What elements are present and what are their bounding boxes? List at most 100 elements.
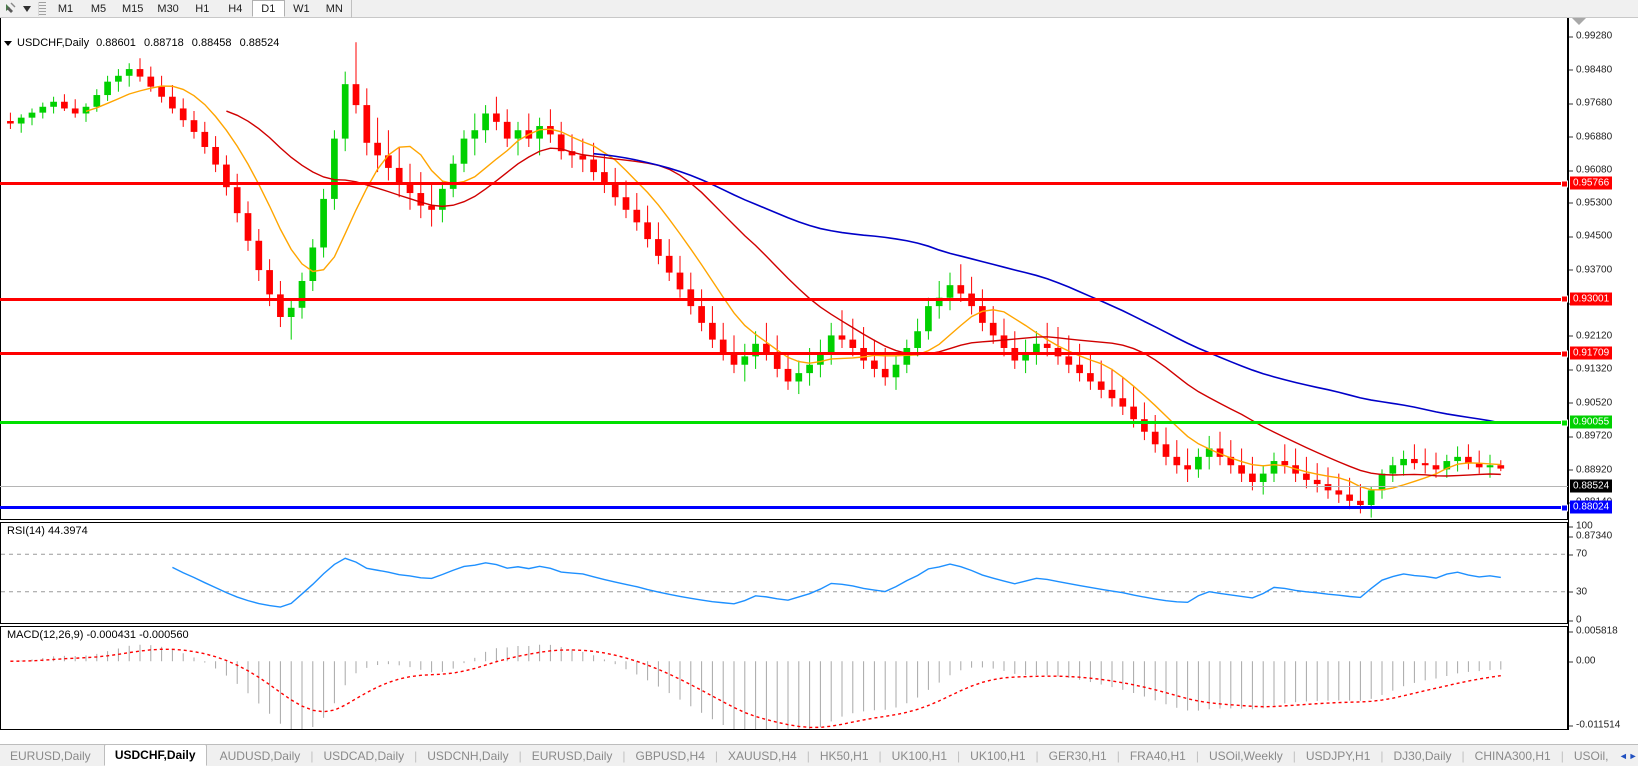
price-tick-6: 0.94500 [1569, 231, 1612, 242]
price-badge-0.90055[interactable]: 0.90055 [1570, 415, 1613, 429]
chart-tab-usdjpy-h1[interactable]: USDJPY,H1 [1305, 748, 1371, 763]
timeframe-d1[interactable]: D1 [251, 0, 285, 17]
price-tick-1: 0.98480 [1569, 64, 1612, 75]
chart-tab-audusd-daily[interactable]: AUDUSD,Daily [219, 748, 301, 763]
price-tick-3: 0.96880 [1569, 131, 1612, 142]
level-line-resistance-0[interactable] [0, 180, 1568, 188]
chart-symbol-header[interactable]: USDCHF,Daily 0.88601 0.88718 0.88458 0.8… [0, 36, 284, 50]
price-tick-7: 0.93700 [1569, 264, 1612, 275]
level-line-last-price-4[interactable] [0, 486, 1568, 488]
tab-scroll-next-icon[interactable]: ► [1628, 750, 1638, 761]
macd-canvas [10, 644, 1502, 729]
tab-separator: | [1116, 749, 1120, 763]
tab-separator: | [414, 749, 418, 763]
tab-separator: | [622, 749, 626, 763]
chart-tab-uk100-h1[interactable]: UK100,H1 [970, 748, 1026, 763]
tab-separator: | [1195, 749, 1199, 763]
toolbar-grip[interactable] [38, 1, 46, 16]
timeframe-group: M1 M5 M15 M30 H1 H4 D1 W1 MN [49, 0, 352, 18]
chart-tab-bar[interactable]: EURUSD,Daily | USDCHF,Daily | AUDUSD,Daily | U… [0, 744, 1638, 766]
level-line-resistance-1[interactable] [0, 295, 1568, 303]
tab-separator: | [1461, 749, 1465, 763]
level-anchor-handle[interactable] [1561, 180, 1568, 188]
price-tick-2: 0.97680 [1569, 98, 1612, 109]
timeframe-w1[interactable]: W1 [293, 2, 310, 15]
price-badge-0.88524[interactable]: 0.88524 [1570, 479, 1613, 493]
price-candlestick-canvas [7, 42, 1505, 518]
price-badge-0.93001[interactable]: 0.93001 [1570, 292, 1613, 306]
rsi-tick-70: 70 [1569, 549, 1587, 560]
chart-tab-xauusd-h4[interactable]: XAUUSD,H4 [728, 748, 797, 763]
tab-separator: | [310, 749, 314, 763]
price-tick-12: 0.89720 [1569, 431, 1612, 442]
tab-separator: | [1292, 749, 1296, 763]
price-badge-0.95766[interactable]: 0.95766 [1570, 176, 1613, 190]
level-line-support-3[interactable] [0, 419, 1568, 427]
level-anchor-handle[interactable] [1561, 295, 1568, 303]
chart-tab-usoil-[interactable]: USOil, [1573, 748, 1609, 763]
chart-tab-usdcad-daily[interactable]: USDCAD,Daily [323, 748, 405, 763]
chart-tab-usdchf-daily[interactable]: USDCHF,Daily [103, 745, 207, 766]
chart-tab-china300-h1[interactable]: CHINA300,H1 [1474, 748, 1551, 763]
timeframe-m30[interactable]: M30 [157, 2, 179, 15]
chart-tab-hk50-h1[interactable]: HK50,H1 [819, 748, 869, 763]
chart-tab-eurusd-daily[interactable]: EURUSD,Daily [10, 748, 91, 763]
timeframe-h1[interactable]: H1 [195, 2, 210, 15]
chart-tab-ger30-h1[interactable]: GER30,H1 [1048, 748, 1107, 763]
rsi-label: RSI(14) 44.3974 [5, 525, 90, 537]
price-tick-9: 0.92120 [1569, 330, 1612, 341]
chart-tab-usoil-weekly[interactable]: USOil,Weekly [1208, 748, 1283, 763]
price-tick-11: 0.90520 [1569, 397, 1612, 408]
rsi-tick-100: 100 [1569, 521, 1593, 532]
price-tick-5: 0.95300 [1569, 197, 1612, 208]
macd-pane[interactable]: MACD(12,26,9) -0.000431 -0.000560 [0, 626, 1568, 730]
price-pane[interactable] [0, 18, 1568, 520]
macd-tick-0.00: 0.00 [1569, 656, 1595, 667]
ohlc-values: 0.88601 0.88718 0.88458 0.88524 [96, 37, 284, 49]
rsi-tick-0: 0 [1569, 615, 1582, 626]
price-tick-10: 0.91320 [1569, 364, 1612, 375]
tab-separator: | [957, 749, 961, 763]
chart-tab-dj30-daily[interactable]: DJ30,Daily [1393, 748, 1452, 763]
level-anchor-handle[interactable] [1561, 350, 1568, 358]
timeframe-m15[interactable]: M15 [122, 2, 144, 15]
macd-tick--0.011514: -0.011514 [1569, 720, 1620, 731]
top-toolbar: M1 M5 M15 M30 H1 H4 D1 W1 MN [0, 0, 1638, 18]
rsi-tick-30: 30 [1569, 586, 1587, 597]
symbol-label: USDCHF,Daily [17, 37, 90, 49]
chart-tab-gbpusd-h4[interactable]: GBPUSD,H4 [635, 748, 705, 763]
level-anchor-handle[interactable] [1561, 419, 1568, 427]
price-tick-0: 0.99280 [1569, 31, 1612, 42]
price-tick-13: 0.88920 [1569, 464, 1612, 475]
tab-separator: | [518, 749, 522, 763]
rsi-pane[interactable]: RSI(14) 44.3974 [0, 522, 1568, 624]
chevron-down-icon[interactable] [20, 1, 34, 17]
timeframe-m5[interactable]: M5 [90, 2, 107, 15]
price-tick-15: 0.87340 [1569, 531, 1612, 542]
high-value: 0.88718 [143, 37, 184, 49]
chart-tab-uk100-h1[interactable]: UK100,H1 [891, 748, 948, 763]
macd-label: MACD(12,26,9) -0.000431 -0.000560 [5, 629, 191, 641]
collapse-caret-icon[interactable] [4, 40, 12, 46]
chart-area[interactable]: USDCHF,Daily 0.88601 0.88718 0.88458 0.8… [0, 18, 1638, 764]
level-line-support-5[interactable] [0, 504, 1568, 512]
tab-separator: | [1560, 749, 1564, 763]
chart-tab-fra40-h1[interactable]: FRA40,H1 [1129, 748, 1186, 763]
price-badge-0.91709[interactable]: 0.91709 [1570, 346, 1613, 360]
open-value: 0.88601 [96, 37, 136, 49]
chart-tab-eurusd-daily[interactable]: EURUSD,Daily [531, 748, 613, 763]
tab-separator: | [1380, 749, 1384, 763]
tab-scroll-prev-icon[interactable]: ◄ [1618, 750, 1628, 761]
level-line-resistance-2[interactable] [0, 350, 1568, 358]
timeframe-m1[interactable]: M1 [57, 2, 74, 15]
level-anchor-handle[interactable] [1561, 504, 1568, 512]
tab-separator: | [806, 749, 810, 763]
chart-tab-usdcnh-daily[interactable]: USDCNH,Daily [427, 748, 509, 763]
timeframe-h4[interactable]: H4 [228, 2, 243, 15]
timeframe-mn[interactable]: MN [325, 2, 343, 15]
price-scale-axis[interactable]: 0.99280 0.98480 0.97680 0.96880 0.96080 0.953… [1568, 18, 1638, 731]
scroll-marker-icon[interactable] [1572, 18, 1586, 25]
price-badge-0.88024[interactable]: 0.88024 [1570, 500, 1613, 514]
tab-separator: | [714, 749, 719, 763]
crosshair-cursor-icon[interactable] [0, 1, 20, 17]
